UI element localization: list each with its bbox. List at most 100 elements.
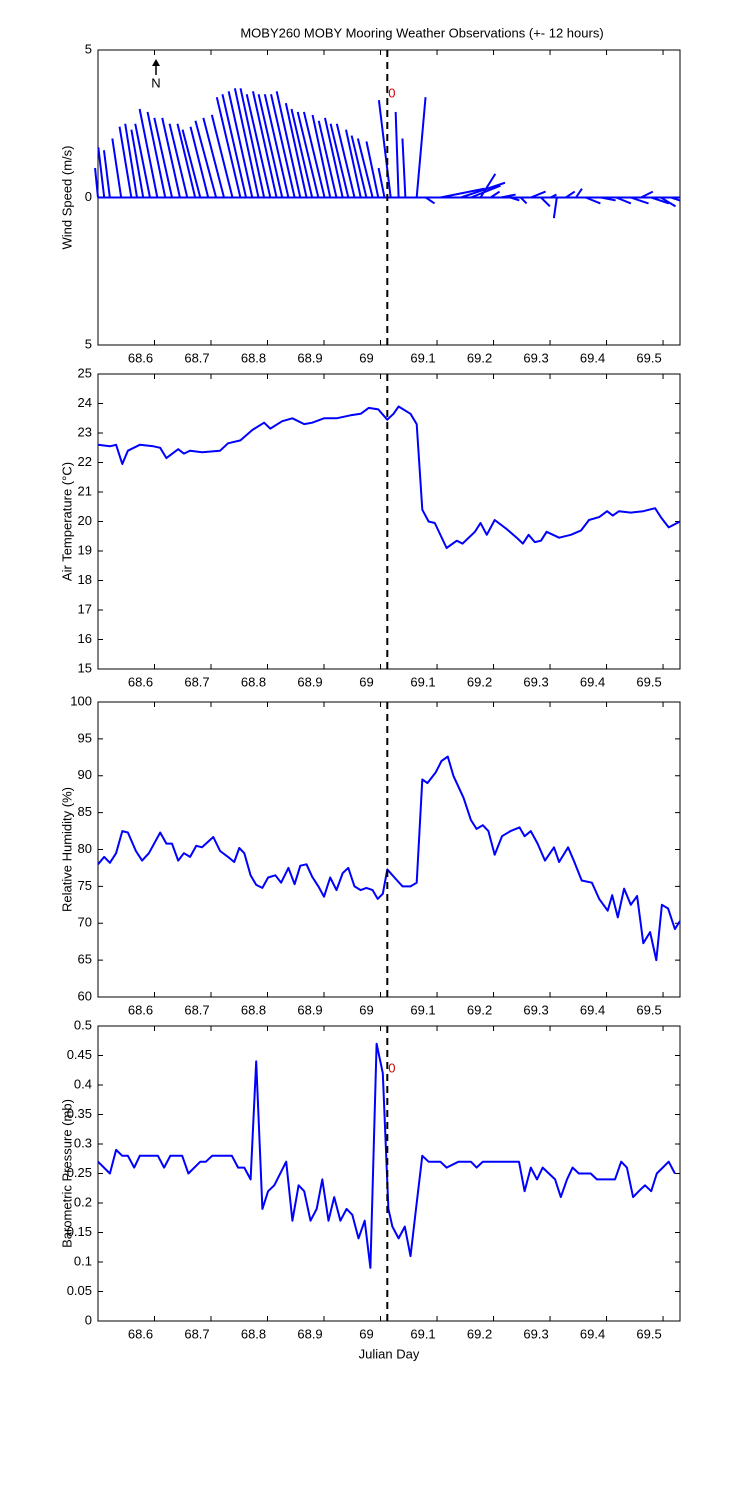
wind-stick: [227, 91, 254, 198]
x-tick-label: 69: [359, 1002, 373, 1017]
north-label: N: [151, 75, 160, 90]
x-tick-label: 68.9: [297, 350, 322, 365]
north-arrowhead: [152, 59, 160, 66]
y-tick-label: 0.1: [74, 1253, 92, 1268]
x-tick-label: 68.8: [241, 1002, 266, 1017]
data-line: [97, 755, 681, 962]
wind-stick: [640, 190, 654, 199]
y-axis-label: Air Temperature (°C): [59, 462, 74, 581]
x-tick-label: 69.4: [580, 350, 605, 365]
wind-stick: [440, 187, 485, 199]
wind-stick: [460, 181, 506, 199]
y-tick-label: 80: [78, 841, 92, 856]
wind-stick: [356, 138, 374, 198]
wind-stick: [194, 120, 218, 198]
wind-stick: [311, 114, 332, 198]
y-tick-label: 75: [78, 878, 92, 893]
y-tick-label: 21: [78, 483, 92, 498]
wind-stick: [296, 111, 320, 198]
wind-stick: [221, 94, 248, 198]
x-tick-label: 69.5: [636, 1326, 661, 1341]
wind-stick: [565, 190, 576, 199]
x-tick-label: 69.2: [467, 1326, 492, 1341]
y-tick-label: 0.5: [74, 1017, 92, 1032]
wind-stick: [335, 123, 356, 198]
x-tick-label: 68.8: [241, 674, 266, 689]
y-tick-label: 19: [78, 542, 92, 557]
data-line: [97, 1042, 676, 1269]
wind-stick: [394, 111, 400, 198]
annotation: 0: [388, 85, 395, 100]
wind-stick: [168, 123, 189, 198]
data-line: [97, 405, 681, 549]
wind-stick: [284, 102, 308, 198]
x-tick-label: 68.7: [184, 674, 209, 689]
x-tick-label: 69.3: [523, 674, 548, 689]
wind-stick: [102, 150, 111, 198]
wind-stick: [317, 120, 338, 198]
wind-stick: [425, 196, 436, 205]
y-axis-label: Relative Humidity (%): [59, 787, 74, 912]
y-tick-label: 20: [78, 513, 92, 528]
x-tick-label: 68.9: [297, 1002, 322, 1017]
wind-stick: [176, 123, 197, 198]
wind-stick: [215, 96, 242, 198]
wind-stick: [377, 100, 392, 198]
wind-stick: [670, 196, 681, 202]
y-tick-label: 0: [85, 1312, 92, 1327]
y-tick-label: 0.4: [74, 1076, 92, 1091]
wind-stick: [600, 196, 616, 202]
wind-stick: [510, 196, 520, 202]
x-tick-label: 69.3: [523, 1002, 548, 1017]
x-tick-label: 68.6: [128, 1002, 153, 1017]
x-tick-label: 69.1: [410, 350, 435, 365]
wind-stick: [270, 94, 296, 198]
x-tick-label: 69: [359, 350, 373, 365]
x-tick-label: 68.7: [184, 350, 209, 365]
wind-stick: [552, 197, 558, 219]
y-tick-label: 0.45: [67, 1047, 92, 1062]
x-tick-label: 69.2: [467, 1002, 492, 1017]
x-tick-label: 69: [359, 1326, 373, 1341]
wind-stick: [323, 117, 344, 198]
y-tick-label: 65: [78, 952, 92, 967]
x-tick-label: 69.4: [580, 1326, 605, 1341]
wind-stick: [630, 196, 649, 205]
wind-stick: [138, 108, 159, 198]
x-tick-label: 69: [359, 674, 373, 689]
y-tick-label: 100: [70, 693, 92, 708]
y-tick-label: 5: [85, 336, 92, 351]
wind-stick: [134, 123, 151, 198]
y-tick-label: 95: [78, 730, 92, 745]
y-tick-label: 0.05: [67, 1283, 92, 1298]
x-tick-label: 69.2: [467, 674, 492, 689]
y-tick-label: 16: [78, 631, 92, 646]
annotation: 0: [388, 1060, 395, 1075]
wind-stick: [540, 196, 551, 208]
wind-stick: [146, 111, 167, 198]
y-tick-label: 0.35: [67, 1106, 92, 1121]
x-tick-label: 69.1: [410, 674, 435, 689]
wind-stick: [479, 173, 497, 199]
wind-stick: [377, 167, 386, 198]
wind-stick: [97, 147, 106, 198]
x-tick-label: 68.6: [128, 1326, 153, 1341]
x-tick-label: 68.9: [297, 1326, 322, 1341]
y-tick-label: 85: [78, 804, 92, 819]
wind-stick: [530, 190, 546, 199]
wind-stick: [245, 94, 272, 198]
wind-stick: [233, 88, 260, 198]
x-tick-label: 69.5: [636, 674, 661, 689]
wind-stick: [118, 126, 133, 198]
wind-stick: [263, 94, 290, 198]
x-tick-label: 68.6: [128, 350, 153, 365]
wind-stick: [161, 117, 181, 198]
wind-stick: [202, 117, 225, 198]
x-tick-label: 68.7: [184, 1002, 209, 1017]
wind-stick: [94, 167, 99, 198]
x-tick-label: 68.9: [297, 674, 322, 689]
x-tick-label: 69.5: [636, 350, 661, 365]
wind-stick: [290, 108, 314, 198]
